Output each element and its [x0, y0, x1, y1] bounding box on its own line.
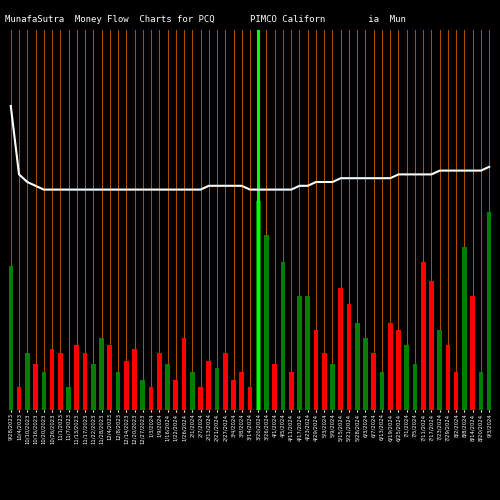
Bar: [214, 368, 220, 410]
Bar: [330, 364, 335, 410]
Bar: [446, 346, 450, 410]
Bar: [99, 338, 104, 410]
Bar: [388, 322, 392, 410]
Bar: [132, 349, 137, 410]
Bar: [8, 266, 13, 410]
Bar: [314, 330, 318, 410]
Bar: [124, 360, 128, 410]
Bar: [231, 380, 236, 410]
Bar: [289, 372, 294, 410]
Bar: [438, 330, 442, 410]
Bar: [248, 387, 252, 410]
Bar: [58, 353, 62, 410]
Bar: [66, 387, 71, 410]
Bar: [396, 330, 401, 410]
Bar: [355, 322, 360, 410]
Bar: [470, 296, 475, 410]
Bar: [487, 212, 492, 410]
Bar: [272, 364, 277, 410]
Bar: [116, 372, 120, 410]
Bar: [74, 346, 79, 410]
Bar: [25, 353, 29, 410]
Bar: [34, 364, 38, 410]
Bar: [206, 360, 211, 410]
Bar: [306, 296, 310, 410]
Bar: [108, 346, 112, 410]
Bar: [157, 353, 162, 410]
Bar: [223, 353, 228, 410]
Bar: [190, 372, 194, 410]
Bar: [264, 235, 269, 410]
Bar: [412, 364, 418, 410]
Bar: [82, 353, 87, 410]
Bar: [256, 201, 260, 410]
Bar: [165, 364, 170, 410]
Bar: [297, 296, 302, 410]
Bar: [198, 387, 203, 410]
Bar: [42, 372, 46, 410]
Bar: [17, 387, 21, 410]
Bar: [421, 262, 426, 410]
Bar: [429, 281, 434, 410]
Bar: [372, 353, 376, 410]
Bar: [380, 372, 384, 410]
Bar: [454, 372, 458, 410]
Bar: [174, 380, 178, 410]
Bar: [148, 387, 154, 410]
Bar: [338, 288, 343, 410]
Bar: [462, 246, 466, 410]
Bar: [322, 353, 326, 410]
Bar: [240, 372, 244, 410]
Text: MunafaSutra  Money Flow  Charts for PCQ: MunafaSutra Money Flow Charts for PCQ: [5, 15, 214, 24]
Bar: [91, 364, 96, 410]
Bar: [478, 372, 483, 410]
Text: PIMCO Californ        ia  Mun: PIMCO Californ ia Mun: [250, 15, 406, 24]
Bar: [140, 380, 145, 410]
Bar: [346, 304, 352, 410]
Bar: [50, 349, 54, 410]
Bar: [363, 338, 368, 410]
Bar: [280, 262, 285, 410]
Bar: [404, 346, 409, 410]
Bar: [182, 338, 186, 410]
